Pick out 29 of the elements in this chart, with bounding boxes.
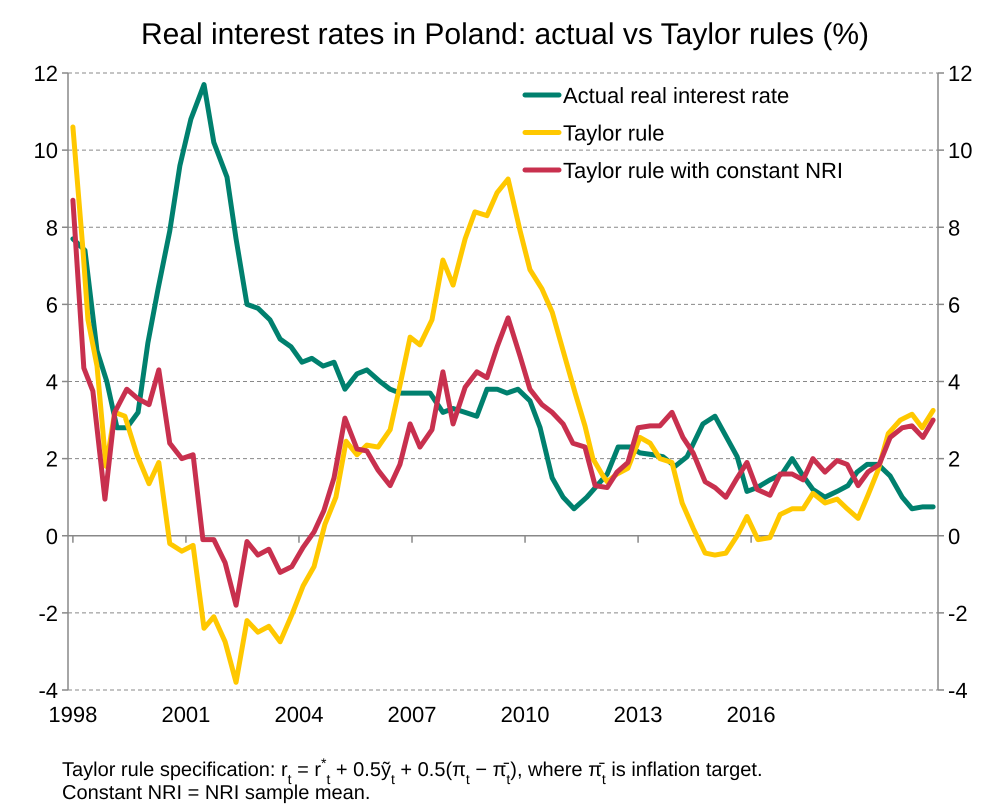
y-tick-label: 6 bbox=[46, 292, 58, 318]
y2-tick-label: 8 bbox=[948, 215, 960, 240]
y2-tick-label: -2 bbox=[948, 600, 968, 626]
y2-tick-label: 2 bbox=[948, 446, 960, 472]
y2-tick-label: -4 bbox=[948, 678, 968, 703]
legend-label: Taylor rule bbox=[563, 120, 664, 146]
x-tick-label: 2001 bbox=[161, 702, 210, 727]
y-tick-label: 0 bbox=[46, 524, 58, 549]
y2-tick-label: 0 bbox=[948, 524, 960, 549]
x-tick-label: 2016 bbox=[726, 702, 776, 727]
y-tick-label: -2 bbox=[38, 600, 58, 626]
x-tick-label: 2004 bbox=[274, 702, 324, 727]
legend-label: Taylor rule with constant NRI bbox=[563, 158, 843, 183]
x-tick-label: 1998 bbox=[48, 702, 98, 727]
x-tick-label: 2010 bbox=[500, 702, 550, 727]
y-tick-label: 10 bbox=[34, 138, 58, 164]
x-tick-label: 2013 bbox=[614, 702, 663, 727]
y-tick-label: 8 bbox=[46, 215, 58, 240]
y-tick-label: 4 bbox=[46, 370, 58, 394]
x-tick-label: 2007 bbox=[388, 702, 436, 727]
chart-title: Real interest rates in Poland: actual vs Taylor rules (%) bbox=[140, 18, 870, 51]
y2-tick-label: 4 bbox=[948, 370, 960, 394]
legend-label: Actual real interest rate bbox=[563, 83, 790, 108]
y-tick-label: -4 bbox=[38, 678, 58, 703]
y-tick-label: 12 bbox=[34, 61, 58, 86]
y2-tick-label: 6 bbox=[948, 292, 960, 318]
y2-tick-label: 12 bbox=[948, 61, 972, 86]
y-tick-label: 2 bbox=[46, 446, 58, 472]
y2-tick-label: 10 bbox=[948, 138, 972, 164]
